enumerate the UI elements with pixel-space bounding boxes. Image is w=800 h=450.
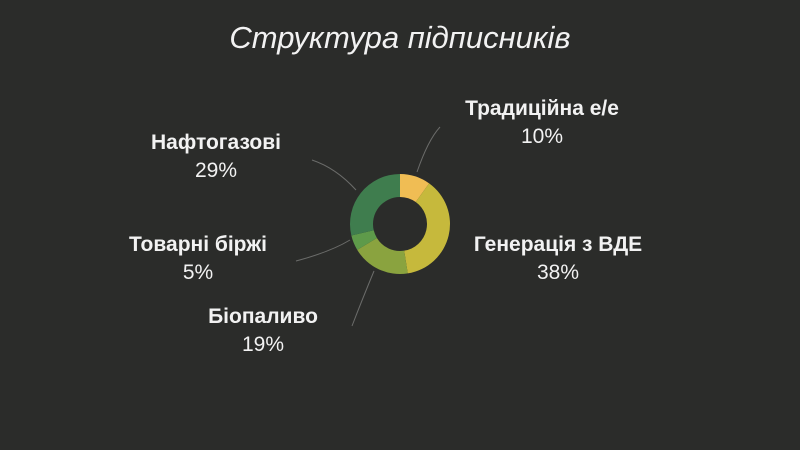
leader-line-exchanges — [295, 239, 351, 262]
leader-line-oilgas — [311, 159, 357, 191]
leader-lines — [295, 126, 441, 327]
slice-pct-renewables: 38% — [536, 261, 580, 285]
donut-slice-oilgas — [350, 174, 400, 236]
label-exchanges: Товарні біржі 5% — [108, 231, 288, 288]
label-renewables: Генерація з ВДЕ 38% — [452, 231, 664, 288]
slice-label-renewables: Генерація з ВДЕ — [473, 233, 643, 256]
slice-pct-biofuel: 19% — [241, 333, 285, 357]
label-traditional: Традиційна е/е 10% — [442, 95, 642, 152]
donut-slice-traditional — [400, 174, 430, 203]
donut-slices — [350, 174, 450, 274]
slice-pct-exchanges: 5% — [182, 261, 214, 285]
slice-label-oilgas: Нафтогазові — [151, 131, 281, 154]
donut-slice-exchanges — [351, 230, 377, 250]
leader-line-biofuel — [351, 270, 375, 327]
chart-title: Структура підписників — [229, 20, 571, 55]
slice-pct-traditional: 10% — [520, 125, 564, 149]
slice-label-biofuel: Біопаливо — [208, 305, 318, 328]
slice-label-exchanges: Товарні біржі — [129, 233, 267, 256]
donut-slice-biofuel — [357, 237, 408, 274]
slice-label-traditional: Традиційна е/е — [465, 97, 619, 120]
slice-pct-oilgas: 29% — [194, 159, 238, 183]
leader-line-traditional — [416, 126, 441, 173]
label-oilgas: Нафтогазові 29% — [130, 129, 302, 186]
label-biofuel: Біопаливо 19% — [190, 303, 336, 360]
donut-slice-renewables — [404, 183, 450, 274]
